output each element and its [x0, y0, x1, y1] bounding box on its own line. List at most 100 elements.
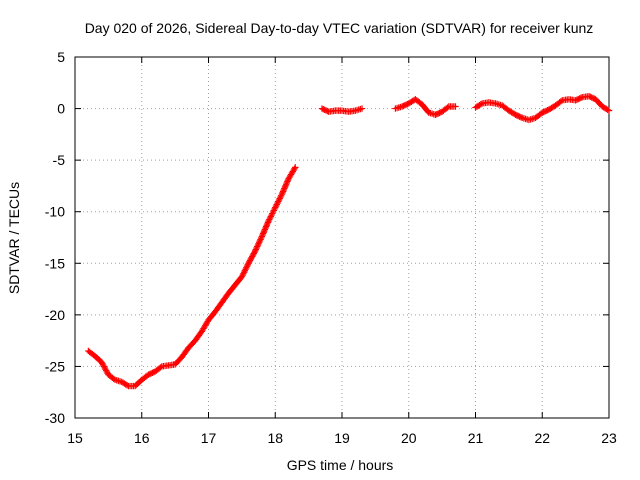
series-segment-1: [85, 164, 299, 390]
series-segment-4: [472, 92, 613, 124]
data-point-interp: [255, 240, 262, 247]
x-tick-label: 18: [267, 430, 283, 446]
data-point: [358, 105, 366, 112]
data-point-interp: [240, 270, 247, 277]
data-point: [452, 103, 459, 110]
y-tick-label: 0: [57, 101, 65, 117]
data-point-interp: [268, 211, 275, 219]
data-point-interp: [267, 213, 274, 220]
data-point: [238, 273, 246, 280]
x-tick-label: 20: [401, 430, 417, 446]
data-point-interp: [254, 241, 262, 249]
data-point-interp: [277, 193, 284, 201]
x-axis: 15 16 17 18 19 20 21 22 23: [67, 57, 617, 446]
y-tick-label: -15: [45, 255, 65, 271]
data-point-interp: [99, 360, 106, 367]
data-point-interp: [281, 183, 289, 191]
data-point-interp: [264, 220, 271, 228]
data-point-interp: [477, 101, 485, 108]
y-axis-label: SDTVAR / TECUs: [6, 182, 22, 294]
data-point-interp: [276, 195, 283, 202]
data-point-interp: [282, 182, 289, 189]
data-point-interp: [262, 223, 270, 230]
data-point-interp: [256, 239, 263, 246]
data-point-interp: [240, 269, 248, 276]
y-tick-label: 5: [57, 49, 65, 65]
data-point-interp: [239, 272, 246, 279]
data-point-interp: [277, 192, 285, 199]
data-point-interp: [251, 249, 258, 256]
x-tick-label: 16: [134, 430, 150, 446]
chart-title: Day 020 of 2026, Sidereal Day-to-day VTE…: [85, 20, 594, 36]
x-tick-label: 17: [201, 430, 217, 446]
data-point-interp: [284, 178, 291, 185]
data-point-interp: [261, 227, 268, 235]
data-point-interp: [279, 188, 287, 195]
data-point-interp: [246, 257, 254, 264]
data-point-interp: [246, 258, 253, 266]
data-point-interp: [275, 198, 282, 205]
data-point-interp: [272, 202, 280, 210]
data-point-interp: [247, 255, 254, 263]
data-point-interp: [270, 207, 277, 214]
data-point-interp: [249, 253, 256, 260]
data-point-interp: [123, 382, 131, 389]
data-point-interp: [242, 266, 249, 273]
data-point-interp: [261, 226, 269, 233]
data-point-interp: [604, 106, 611, 114]
y-tick-label: -25: [45, 358, 65, 374]
data-point-interp: [102, 367, 110, 374]
data-point-interp: [273, 201, 280, 208]
data-point: [98, 359, 105, 366]
data-point-interp: [284, 176, 292, 184]
series-segment-3: [392, 96, 459, 118]
data-point-interp: [241, 267, 249, 274]
data-point-interp: [444, 104, 451, 111]
data-point-interp: [266, 214, 274, 222]
data-point-interp: [254, 243, 261, 250]
x-tick-label: 19: [334, 430, 350, 446]
y-tick-label: -20: [45, 307, 65, 323]
data-point-interp: [274, 199, 281, 207]
data-point-interp: [269, 208, 277, 216]
data-point-interp: [248, 254, 255, 261]
data-point-interp: [259, 230, 267, 237]
data-point: [272, 204, 279, 211]
y-tick-label: -30: [45, 410, 65, 426]
data-point-interp: [266, 216, 273, 223]
data-point-interp: [291, 165, 298, 172]
data-point-interp: [269, 210, 276, 217]
data-point: [252, 247, 259, 255]
data-point-interp: [283, 179, 290, 187]
series-segment-2: [318, 105, 366, 115]
data-point: [605, 107, 613, 114]
data-point-interp: [99, 361, 107, 369]
data-point: [278, 190, 286, 198]
data-point-interp: [258, 234, 265, 242]
data-point-interp: [517, 114, 525, 121]
grid: [75, 57, 609, 418]
data-point-interp: [282, 181, 290, 188]
data-point: [265, 217, 272, 225]
x-axis-label: GPS time / hours: [287, 457, 394, 473]
data-point-interp: [557, 98, 565, 105]
x-tick-label: 21: [468, 430, 484, 446]
data-point-interp: [100, 363, 108, 370]
data-point: [245, 260, 252, 267]
x-tick-label: 23: [601, 430, 617, 446]
data-point-interp: [577, 94, 585, 102]
data-point: [292, 164, 299, 171]
data-point-interp: [262, 224, 269, 232]
data-point-interp: [244, 261, 252, 268]
data-point-interp: [280, 186, 287, 194]
data-point-interp: [281, 185, 288, 192]
data-point-interp: [257, 236, 264, 243]
data-point-interp: [259, 231, 266, 239]
y-tick-label: -5: [53, 152, 66, 168]
data-point-interp: [103, 368, 111, 376]
y-tick-label: -10: [45, 204, 65, 220]
data-point-interp: [260, 229, 267, 236]
data-point-interp: [243, 263, 251, 270]
data-point-interp: [256, 237, 264, 245]
